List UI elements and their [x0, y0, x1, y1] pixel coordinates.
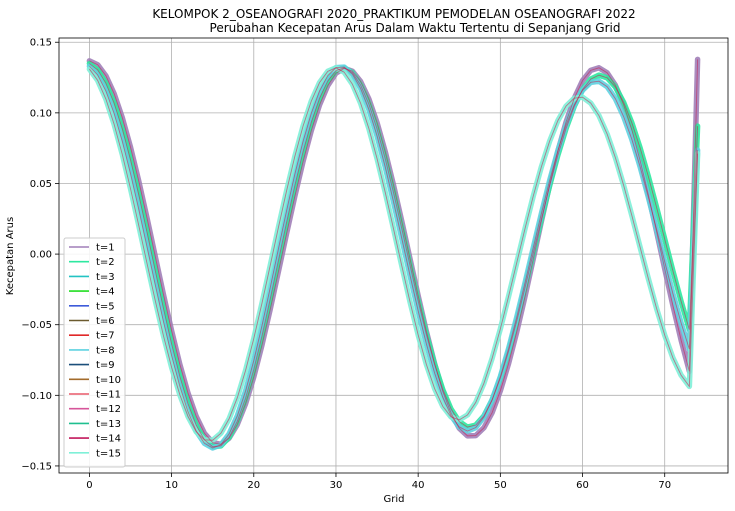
y-tick-label: 0.10: [30, 108, 52, 119]
y-tick-label: −0.05: [21, 320, 52, 331]
x-tick-label: 20: [247, 480, 260, 491]
legend-label: t=2: [96, 257, 115, 268]
x-axis-label: Grid: [384, 494, 405, 505]
chart-subtitle: Perubahan Kecepatan Arus Dalam Waktu Ter…: [210, 21, 621, 35]
y-tick-label: 0.00: [30, 250, 52, 261]
series-line-inner: [89, 65, 699, 449]
legend-label: t=13: [96, 419, 121, 430]
x-tick-label: 60: [576, 480, 589, 491]
legend-label: t=11: [96, 390, 121, 401]
x-tick-label: 50: [494, 480, 507, 491]
series-line-inner: [89, 67, 699, 441]
x-tick-label: 30: [330, 480, 343, 491]
chart-title: KELOMPOK 2_OSEANOGRAFI 2020_PRAKTIKUM PE…: [152, 7, 635, 21]
legend-label: t=7: [96, 331, 115, 342]
legend-label: t=1: [96, 243, 115, 254]
series-lines: [86, 56, 701, 451]
legend-label: t=9: [96, 360, 115, 371]
x-tick-label: 0: [86, 480, 92, 491]
y-tick-label: 0.05: [30, 179, 52, 190]
x-axis-ticks: 0 10 20 30 40 50 60 70: [86, 473, 671, 491]
legend-label: t=12: [96, 404, 121, 415]
series-line-inner: [89, 63, 699, 448]
y-tick-label: −0.10: [21, 391, 52, 402]
legend: t=1 t=2 t=3 t=4 t=5 t=6 t=7 t=8 t=9 t=10 t=11 t=12 t…: [63, 237, 126, 468]
grid-lines: [59, 38, 728, 473]
legend-box: [63, 237, 126, 468]
legend-label: t=8: [96, 345, 115, 356]
series-line-inner: [89, 59, 699, 445]
legend-label: t=5: [96, 301, 115, 312]
legend-label: t=4: [96, 287, 115, 298]
legend-label: t=3: [96, 272, 115, 283]
legend-label: t=14: [96, 434, 121, 445]
legend-label: t=15: [96, 448, 121, 459]
y-axis-label: Kecepatan Arus: [5, 217, 16, 295]
x-tick-label: 40: [412, 480, 425, 491]
x-tick-label: 10: [165, 480, 178, 491]
y-tick-label: −0.15: [21, 461, 52, 472]
y-tick-label: 0.15: [30, 38, 52, 49]
plot-frame: [58, 37, 729, 474]
legend-label: t=6: [96, 316, 115, 327]
y-axis-ticks: 0.15 0.10 0.05 0.00 −0.05 −0.10 −0.15: [21, 38, 59, 472]
x-tick-label: 70: [658, 480, 671, 491]
legend-label: t=10: [96, 375, 121, 386]
